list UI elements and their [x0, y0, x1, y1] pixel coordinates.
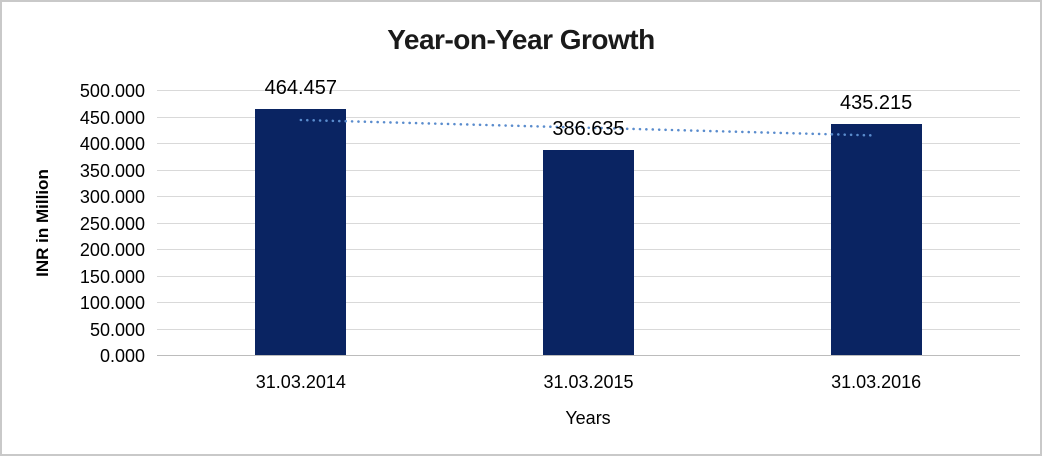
- x-tick-label: 31.03.2015: [543, 372, 634, 392]
- bar: [255, 108, 347, 355]
- gridline: [157, 143, 1020, 144]
- y-tick-label: 100.000: [79, 293, 145, 313]
- y-tick-label: 50.000: [89, 319, 145, 340]
- y-tick-label: 300.000: [79, 187, 145, 207]
- y-tick-label: 200.000: [79, 240, 145, 260]
- bar: [830, 124, 922, 355]
- y-tick-label: 250.000: [79, 213, 145, 234]
- y-tick-label: 0.000: [99, 346, 145, 366]
- y-tick-label: 400.000: [79, 134, 145, 154]
- x-axis-line: [157, 355, 1020, 356]
- y-tick-label: 150.000: [79, 266, 145, 287]
- gridline: [157, 90, 1020, 91]
- x-axis-title: Years: [565, 408, 611, 428]
- y-tick-label: 500.000: [79, 81, 145, 101]
- y-tick-label: 450.000: [79, 107, 145, 128]
- x-tick-label: 31.03.2016: [831, 372, 922, 392]
- gridline: [157, 116, 1020, 118]
- chart-title: Year-on-Year Growth: [387, 24, 655, 55]
- y-tick-label: 350.000: [79, 160, 145, 181]
- bar: [543, 150, 634, 355]
- x-tick-label: 31.03.2014: [255, 372, 346, 392]
- y-axis-title: INR in Million: [33, 169, 52, 277]
